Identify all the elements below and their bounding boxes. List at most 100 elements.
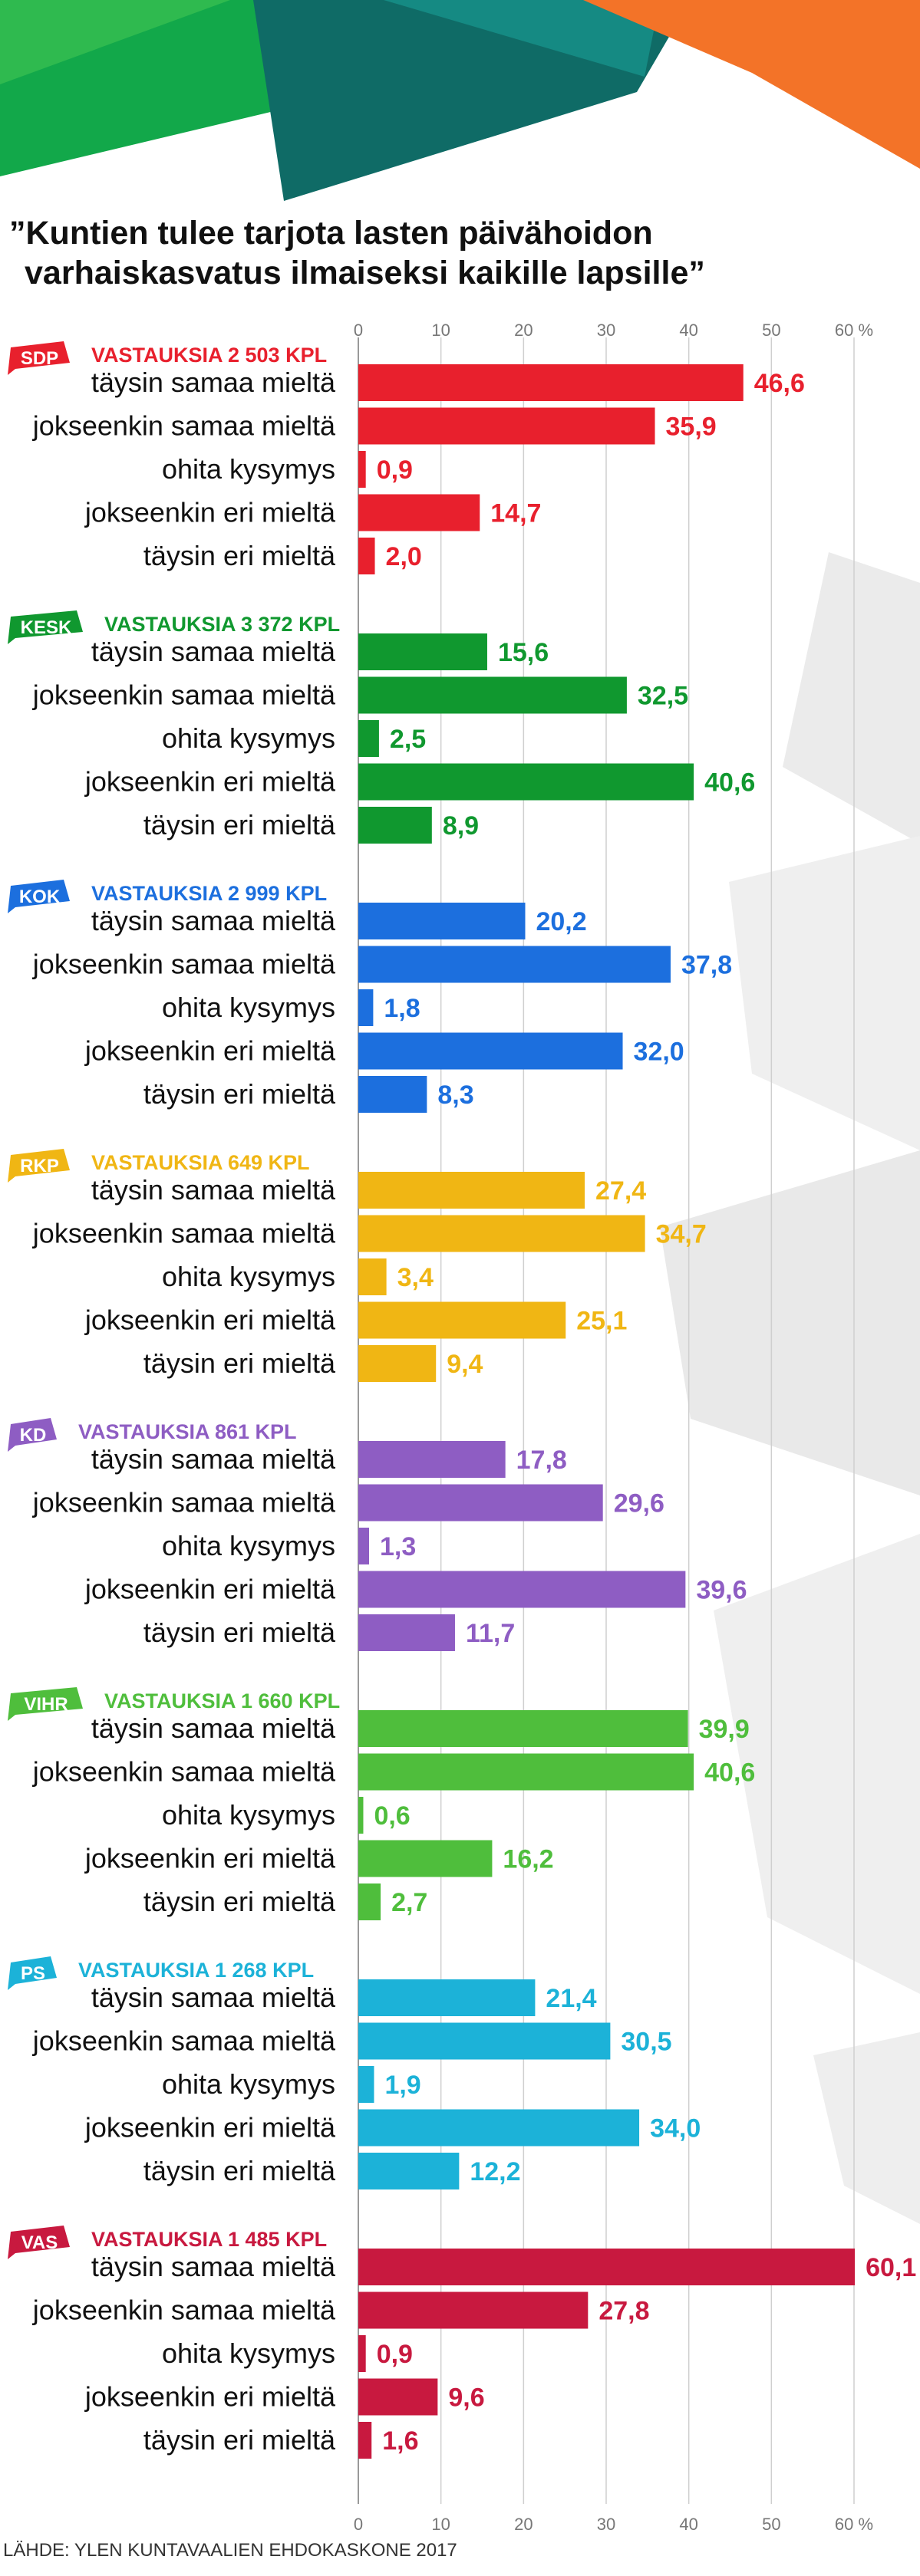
bar-sdp-3: [358, 451, 366, 488]
tick-label-bottom: 50: [762, 2515, 780, 2534]
value-label-vihr: 40,6: [704, 1758, 755, 1788]
bar-rkp-2: [358, 1215, 645, 1252]
bar-rkp-1: [358, 1172, 585, 1209]
value-label-rkp: 3,4: [397, 1263, 434, 1292]
tick-label-bottom: 40: [679, 2515, 697, 2534]
bar-vihr-3: [358, 1797, 364, 1834]
value-label-sdp: 14,7: [490, 499, 541, 528]
value-label-vihr: 2,7: [391, 1888, 427, 1917]
responses-count-kd: VASTAUKSIA 861 KPL: [78, 1420, 297, 1443]
bar-ps-3: [358, 2066, 374, 2103]
party-badge-kok: [8, 880, 70, 913]
tick-label-bottom: 60 %: [835, 2515, 873, 2534]
party-badge-sdp: [8, 341, 70, 375]
value-label-kd: 29,6: [614, 1489, 664, 1518]
bar-kok-2: [358, 946, 671, 983]
value-label-ps: 30,5: [621, 2028, 671, 2057]
bg-shape: [783, 552, 920, 844]
bar-ps-2: [358, 2022, 611, 2060]
category-label: täysin samaa mieltä: [91, 1443, 336, 1475]
category-label: täysin eri mieltä: [143, 1617, 336, 1648]
bar-kesk-2: [358, 676, 627, 714]
value-label-kok: 1,8: [384, 994, 420, 1023]
category-label: jokseenkin samaa mieltä: [32, 2025, 336, 2057]
value-label-vas: 9,6: [448, 2384, 484, 2413]
bar-kok-1: [358, 903, 526, 939]
category-label: jokseenkin samaa mieltä: [32, 949, 336, 980]
category-label: täysin samaa mieltä: [91, 905, 336, 936]
responses-count-ps: VASTAUKSIA 1 268 KPL: [78, 1959, 314, 1982]
bar-vas-1: [358, 2249, 856, 2285]
value-label-rkp: 25,1: [576, 1307, 627, 1336]
banner-shape-teal: [384, 0, 660, 77]
value-label-kesk: 32,5: [638, 682, 688, 711]
bar-vihr-5: [358, 1883, 381, 1920]
value-label-vas: 1,6: [382, 2426, 418, 2456]
value-label-sdp: 35,9: [666, 413, 717, 442]
tick-label-bottom: 30: [597, 2515, 615, 2534]
category-label: ohita kysymys: [162, 2337, 335, 2369]
bar-kd-3: [358, 1528, 369, 1564]
bar-kd-4: [358, 1571, 686, 1608]
responses-count-kesk: VASTAUKSIA 3 372 KPL: [104, 613, 340, 636]
bar-kesk-5: [358, 807, 432, 844]
category-label: jokseenkin eri mieltä: [84, 2381, 336, 2413]
responses-count-vihr: VASTAUKSIA 1 660 KPL: [104, 1689, 340, 1712]
party-badge-vihr: [8, 1687, 83, 1721]
source-note: LÄHDE: YLEN KUNTAVAALIEN EHDOKASKONE 201…: [3, 2540, 457, 2561]
category-label: jokseenkin samaa mieltä: [32, 1756, 336, 1788]
bar-ps-4: [358, 2109, 640, 2147]
value-label-kd: 11,7: [466, 1619, 515, 1648]
value-label-ps: 34,0: [650, 2114, 701, 2143]
category-label: jokseenkin samaa mieltä: [32, 1487, 336, 1518]
value-label-kok: 37,8: [681, 951, 732, 980]
chart-title: ”Kuntien tulee tarjota lasten päivähoido…: [9, 213, 853, 293]
value-label-sdp: 2,0: [386, 542, 422, 571]
value-label-vihr: 0,6: [374, 1801, 410, 1831]
value-label-rkp: 27,4: [595, 1176, 646, 1206]
bar-kok-3: [358, 989, 374, 1026]
bar-vas-4: [358, 2378, 438, 2416]
party-name-sdp: SDP: [21, 348, 58, 369]
party-name-kd: KD: [20, 1425, 47, 1446]
bar-kd-5: [358, 1614, 455, 1651]
responses-count-vas: VASTAUKSIA 1 485 KPL: [91, 2228, 327, 2251]
bar-ps-1: [358, 1979, 536, 2016]
value-label-ps: 1,9: [384, 2071, 420, 2100]
tick-label-top: 60 %: [835, 321, 873, 340]
category-label: ohita kysymys: [162, 453, 335, 485]
party-name-rkp: RKP: [20, 1156, 59, 1176]
value-label-rkp: 9,4: [447, 1350, 483, 1379]
category-label: ohita kysymys: [162, 1530, 335, 1561]
category-label: täysin samaa mieltä: [91, 636, 336, 667]
bar-rkp-3: [358, 1258, 387, 1295]
category-label: jokseenkin eri mieltä: [84, 1035, 336, 1067]
party-badge-ps: [8, 1956, 57, 1990]
bar-kesk-1: [358, 633, 487, 670]
category-label: jokseenkin samaa mieltä: [32, 410, 336, 442]
category-label: ohita kysymys: [162, 1799, 335, 1831]
value-label-kok: 20,2: [536, 907, 586, 936]
bar-vihr-4: [358, 1840, 493, 1877]
title-line-2: varhaiskasvatus ilmaiseksi kaikille laps…: [25, 255, 705, 291]
category-label: ohita kysymys: [162, 992, 335, 1023]
tick-label-top: 50: [762, 321, 780, 340]
bar-kd-1: [358, 1441, 506, 1478]
category-label: jokseenkin eri mieltä: [84, 1574, 336, 1605]
bar-rkp-5: [358, 1345, 437, 1382]
category-label: täysin eri mieltä: [143, 809, 336, 841]
party-badge-kesk: [8, 610, 83, 644]
category-label: jokseenkin eri mieltä: [84, 2112, 336, 2143]
value-label-sdp: 46,6: [754, 369, 805, 398]
tick-label-bottom: 10: [431, 2515, 450, 2534]
category-label: täysin samaa mieltä: [91, 2251, 336, 2282]
category-label: täysin eri mieltä: [143, 540, 336, 571]
category-label: täysin samaa mieltä: [91, 1982, 336, 2013]
category-label: täysin samaa mieltä: [91, 1174, 336, 1206]
party-name-kok: KOK: [19, 887, 61, 907]
tick-label-bottom: 0: [354, 2515, 363, 2534]
bar-vihr-2: [358, 1753, 694, 1791]
category-label: jokseenkin samaa mieltä: [32, 679, 336, 711]
